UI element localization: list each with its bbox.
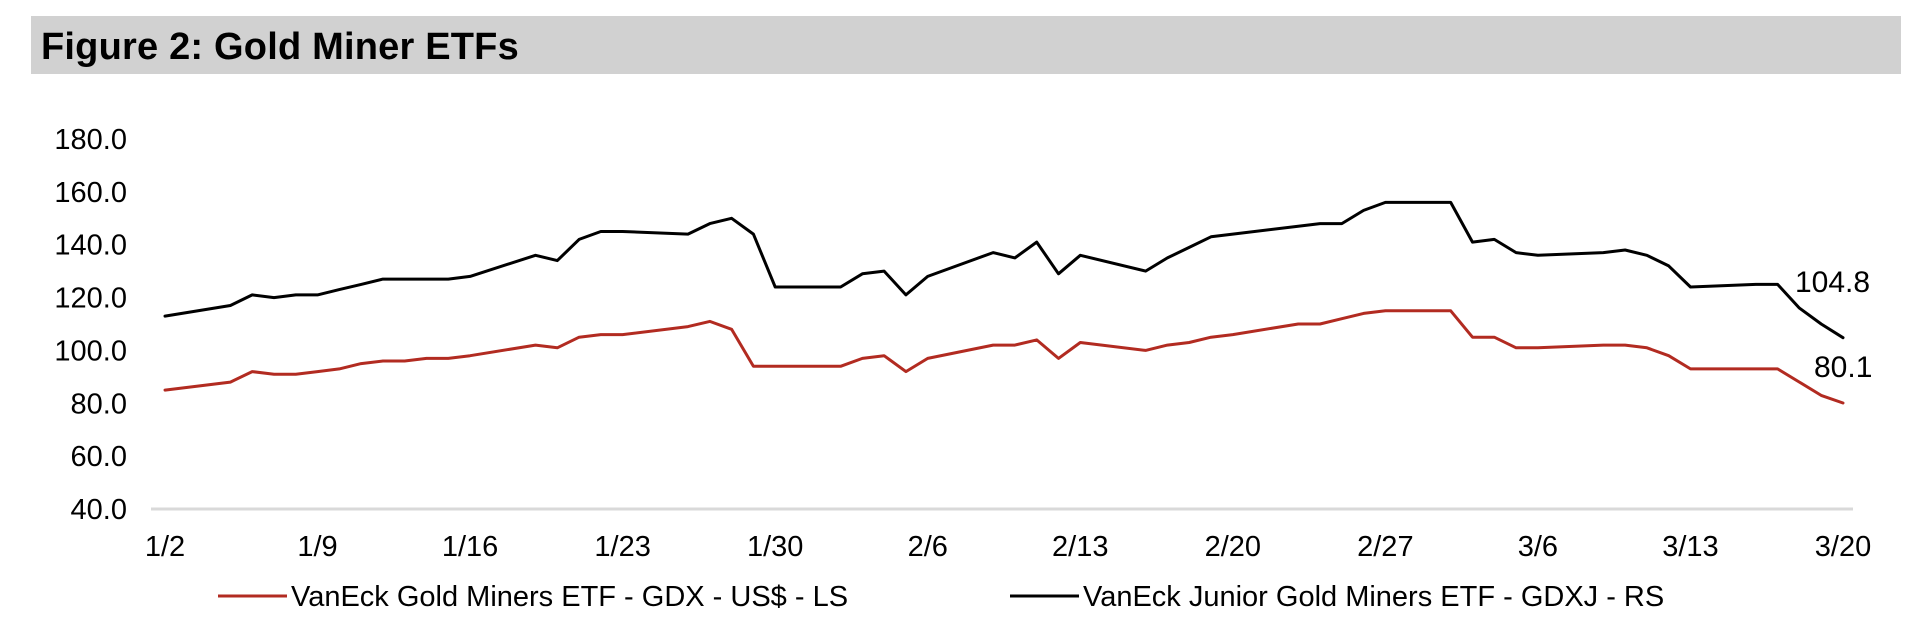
x-tick-label: 1/16 — [442, 531, 498, 563]
x-tick-label: 1/30 — [747, 531, 803, 563]
x-tick-label: 2/27 — [1357, 531, 1413, 563]
y-tick-label: 40.0 — [71, 494, 127, 526]
y-tick-label: 160.0 — [54, 177, 127, 209]
gdxj-end-label: 104.8 — [1795, 266, 1870, 299]
figure-title-bar: Figure 2: Gold Miner ETFs — [31, 16, 1901, 74]
x-tick-label: 3/20 — [1815, 531, 1871, 563]
legend-label-gdxj: VanEck Junior Gold Miners ETF - GDXJ - R… — [1083, 581, 1664, 613]
y-tick-label: 80.0 — [71, 388, 127, 420]
end-labels: 104.8 80.1 — [1795, 266, 1872, 384]
gdx-end-label: 80.1 — [1814, 351, 1872, 384]
gdxj-series-line — [163, 200, 1845, 340]
y-tick-label: 180.0 — [54, 124, 127, 156]
x-tick-label: 2/6 — [908, 531, 948, 563]
x-tick-label: 1/2 — [145, 531, 185, 563]
x-tick-label: 1/23 — [594, 531, 650, 563]
series-group — [163, 200, 1845, 405]
y-axis: 40.0 60.0 80.0 100.0 120.0 140.0 160.0 180.0 — [54, 124, 127, 526]
figure-title: Figure 2: Gold Miner ETFs — [41, 26, 519, 68]
x-tick-label: 2/20 — [1205, 531, 1261, 563]
legend-label-gdx: VanEck Gold Miners ETF - GDX - US$ - LS — [291, 581, 848, 613]
x-tick-label: 2/13 — [1052, 531, 1108, 563]
x-tick-label: 3/6 — [1518, 531, 1558, 563]
y-tick-label: 140.0 — [54, 230, 127, 262]
y-tick-label: 60.0 — [71, 441, 127, 473]
legend: VanEck Gold Miners ETF - GDX - US$ - LS V… — [218, 581, 1664, 613]
x-tick-label: 1/9 — [297, 531, 337, 563]
gdx-series-line — [163, 309, 1845, 405]
x-axis: 1/2 1/9 1/16 1/23 1/30 2/6 2/13 2/20 2/27 3/6 3/13… — [145, 507, 1871, 563]
y-tick-label: 100.0 — [54, 335, 127, 367]
y-tick-label: 120.0 — [54, 283, 127, 315]
x-tick-label: 3/13 — [1662, 531, 1718, 563]
